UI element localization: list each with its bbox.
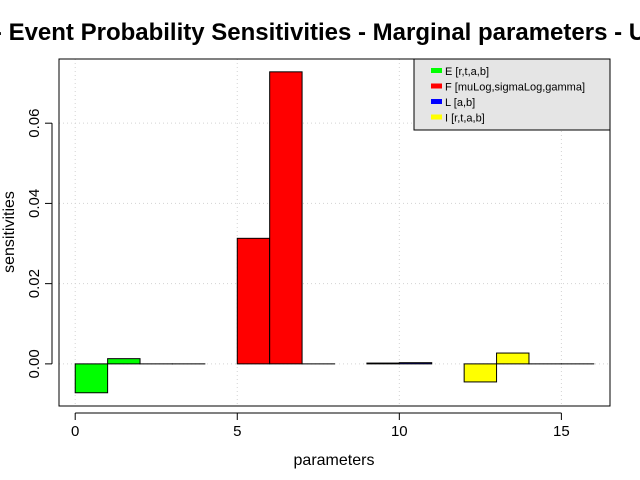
x-tick-label: 10 [391,423,408,440]
legend-label: L [a,b] [445,97,475,109]
x-axis: 0 5 10 15 [71,412,570,440]
bar-series-3-param-13 [496,352,530,365]
y-tick-label: 0.02 [26,269,43,298]
x-tick-label: 5 [233,423,241,440]
bar-series-2-param-9 [366,362,400,365]
x-tick-label: 0 [71,423,79,440]
bars [74,71,595,394]
legend-swatch [431,114,442,120]
legend-label: F [muLog,sigmaLog,gamma] [445,82,585,94]
bar-series-1-param-6 [269,71,303,365]
legend-box [413,58,611,131]
bar-series-1-param-5 [236,237,271,365]
legend-swatch [431,99,442,104]
legend-label: E [r,t,a,b] [445,66,489,78]
x-axis-label: parameters [294,452,375,469]
legend-swatch [431,83,442,89]
bar-series-2-param-10 [398,362,433,365]
bar-series-3-param-12 [463,363,498,383]
y-axis: 0.00 0.02 0.04 0.06 [26,109,53,378]
plot-frame [58,58,611,407]
y-tick-label: 0.06 [26,109,43,138]
x-tick-label: 15 [553,423,570,440]
chart-title: - Event Probability Sensitivities - Marg… [0,19,640,46]
bar-series-0-param-1 [107,358,141,365]
y-tick-label: 0.00 [26,349,43,378]
y-axis-label: sensitivities [1,191,18,273]
y-tick-label: 0.04 [26,189,43,218]
legend-swatch [431,68,442,73]
bar-series-0-param-0 [74,363,109,394]
legend-label: I [r,t,a,b] [445,113,485,125]
legend: E [r,t,a,b] F [muLog,sigmaLog,gamma] L [a,… [413,58,611,131]
